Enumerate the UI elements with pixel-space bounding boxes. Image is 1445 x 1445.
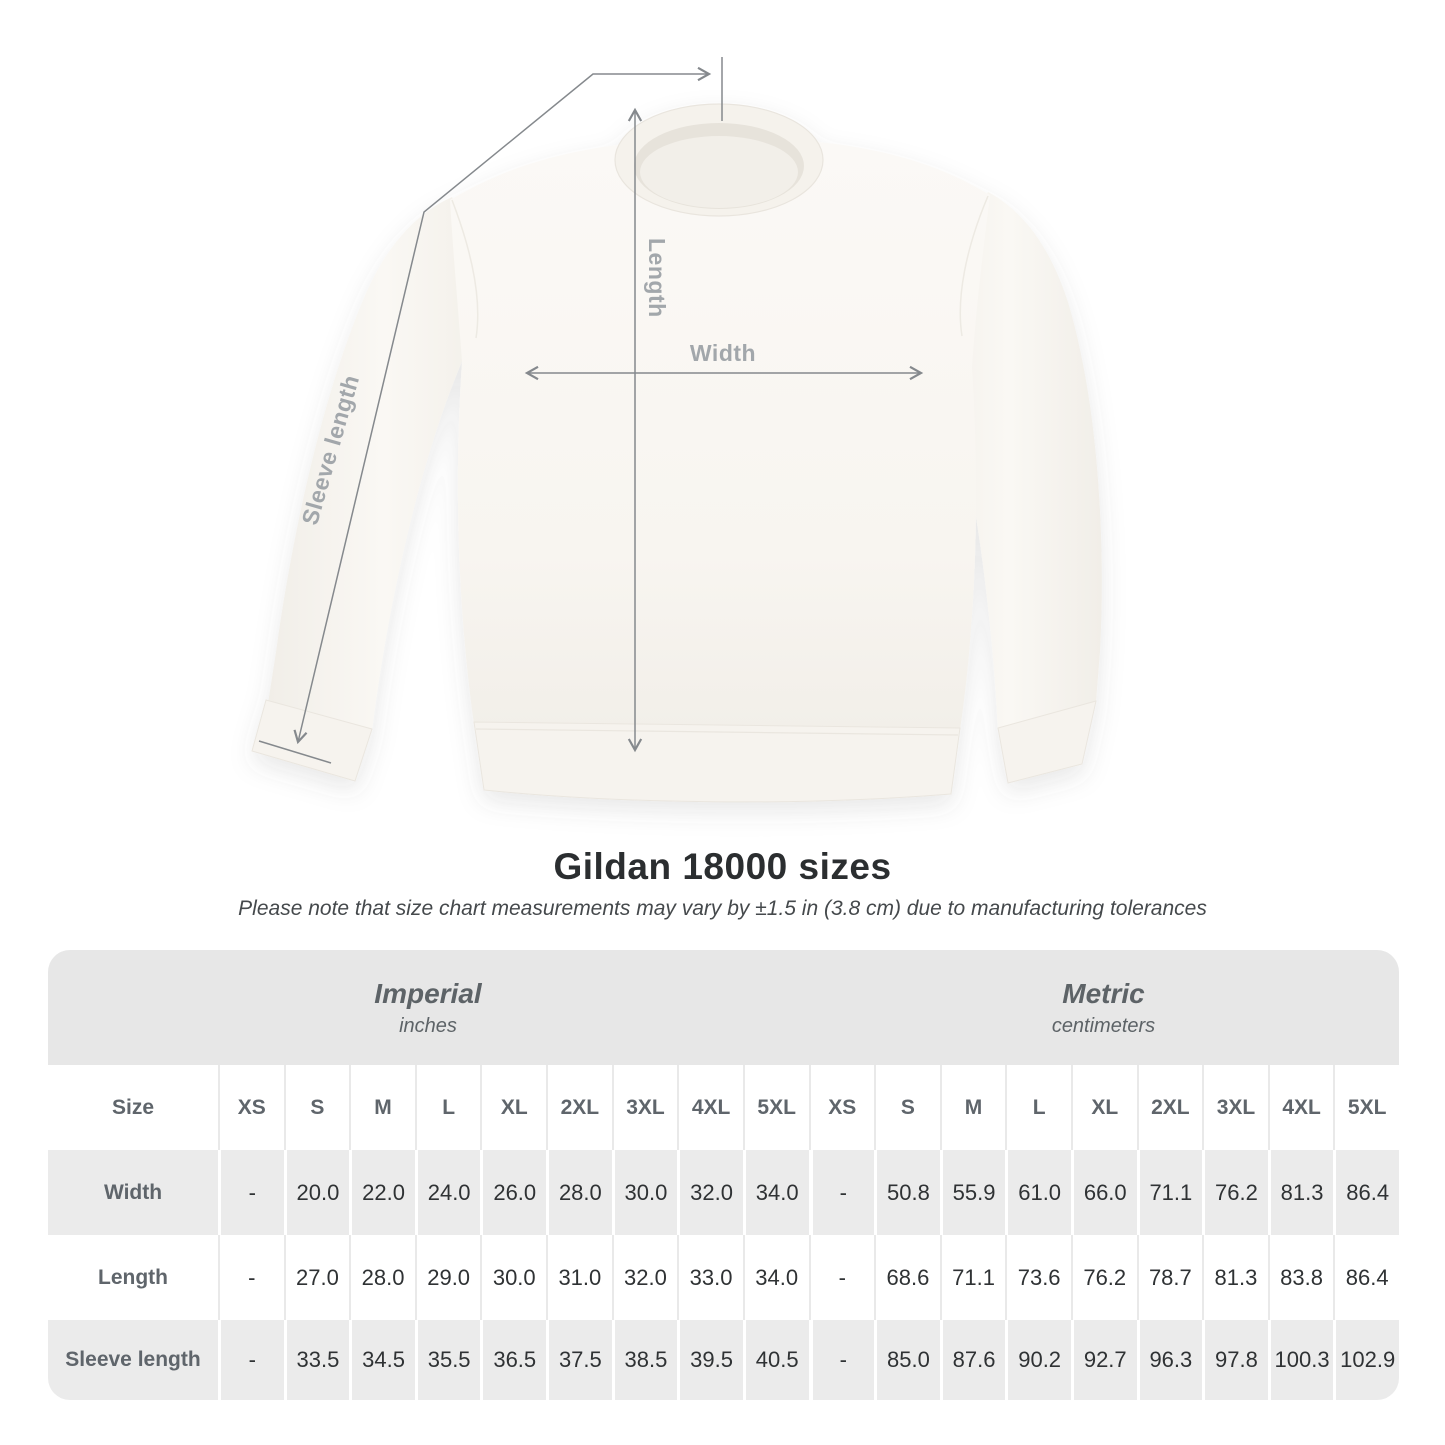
measurement-cell: 38.5 — [611, 1320, 678, 1400]
measurement-cell: 55.9 — [939, 1150, 1006, 1235]
measurement-cell: 71.1 — [1136, 1150, 1203, 1235]
size-col-header: M — [939, 1065, 1006, 1150]
measurement-cell: 40.5 — [742, 1320, 809, 1400]
sleeve-length-line — [293, 66, 712, 745]
measurement-cell: 34.0 — [742, 1150, 809, 1235]
sweatshirt-diagram: Length Width Sleeve length — [251, 57, 1102, 803]
measurement-cell: 87.6 — [939, 1320, 1006, 1400]
measurement-cell: 20.0 — [283, 1150, 350, 1235]
measurement-cell: - — [808, 1235, 875, 1320]
measurement-cell: - — [808, 1320, 875, 1400]
size-col-header: 5XL — [1333, 1065, 1399, 1150]
width-annotation-label: Width — [690, 340, 756, 366]
size-col-header: XS — [808, 1065, 875, 1150]
size-col-header: S — [283, 1065, 350, 1150]
measurement-cell: 26.0 — [480, 1150, 547, 1235]
measurement-cell: 30.0 — [611, 1150, 678, 1235]
measurement-cell: 100.3 — [1267, 1320, 1334, 1400]
measurement-cell: 33.5 — [283, 1320, 350, 1400]
length-row: Length - 27.0 28.0 29.0 30.0 31.0 32.0 3… — [48, 1235, 1399, 1320]
imperial-header: Imperial inches — [48, 950, 808, 1065]
measurement-cell: - — [218, 1320, 284, 1400]
imperial-label: Imperial — [374, 977, 482, 1009]
size-col-header: L — [1005, 1065, 1071, 1150]
size-col-header: XS — [218, 1065, 284, 1150]
sweatshirt-photo — [251, 103, 1102, 803]
measurement-cell: 33.0 — [677, 1235, 743, 1320]
measurement-cell: 68.6 — [874, 1235, 940, 1320]
measurement-cell: - — [218, 1235, 284, 1320]
measurement-cell: 78.7 — [1136, 1235, 1203, 1320]
measurement-cell: 50.8 — [874, 1150, 940, 1235]
metric-sublabel: centimeters — [1051, 1014, 1156, 1037]
measurement-cell: 81.3 — [1202, 1235, 1268, 1320]
measurement-cell: 83.8 — [1267, 1235, 1334, 1320]
measurement-cell: 102.9 — [1333, 1320, 1399, 1400]
measurement-cell: 81.3 — [1267, 1150, 1334, 1235]
measurement-cell: 66.0 — [1070, 1150, 1137, 1235]
measurement-cell: 97.8 — [1202, 1320, 1268, 1400]
size-col-header: 3XL — [611, 1065, 678, 1150]
metric-label: Metric — [1062, 977, 1145, 1009]
size-col-header: 3XL — [1202, 1065, 1268, 1150]
measurement-cell: 86.4 — [1333, 1150, 1399, 1235]
measurement-cell: 22.0 — [349, 1150, 415, 1235]
measurement-lines — [258, 57, 924, 764]
measurement-cell: 61.0 — [1005, 1150, 1071, 1235]
measurement-cell: 92.7 — [1070, 1320, 1137, 1400]
measurement-cell: 34.0 — [742, 1235, 809, 1320]
measurement-cell: 36.5 — [480, 1320, 547, 1400]
size-col-header: 4XL — [1267, 1065, 1334, 1150]
size-col-header: S — [874, 1065, 940, 1150]
size-col-header: 2XL — [546, 1065, 612, 1150]
measurement-cell: 86.4 — [1333, 1235, 1399, 1320]
measurement-cell: - — [808, 1150, 875, 1235]
measurement-cell: 30.0 — [480, 1235, 547, 1320]
sleeve-length-row: Sleeve length - 33.5 34.5 35.5 36.5 37.5… — [48, 1320, 1399, 1400]
unit-header-row: Imperial inches Metric centimeters — [48, 950, 1399, 1065]
size-col-header: M — [349, 1065, 415, 1150]
measurement-cell: 29.0 — [414, 1235, 481, 1320]
measurement-cell: 76.2 — [1202, 1150, 1268, 1235]
page-title: Gildan 18000 sizes — [553, 846, 892, 887]
measurement-cell: 28.0 — [546, 1150, 612, 1235]
size-header-row: Size XS S M L XL 2XL 3XL 4XL 5XL XS S M … — [48, 1065, 1399, 1150]
cuff-tick — [258, 740, 332, 764]
size-col-header: XL — [480, 1065, 547, 1150]
measurement-cell: 39.5 — [677, 1320, 743, 1400]
page-subtitle: Please note that size chart measurements… — [238, 897, 1207, 920]
measurement-cell: 28.0 — [349, 1235, 415, 1320]
measurement-cell: 32.0 — [677, 1150, 743, 1235]
measurement-cell: 73.6 — [1005, 1235, 1071, 1320]
measurement-cell: - — [218, 1150, 284, 1235]
length-annotation-label: Length — [644, 238, 670, 318]
measurement-cell: 76.2 — [1070, 1235, 1137, 1320]
measurement-cell: 34.5 — [349, 1320, 415, 1400]
measurement-cell: 32.0 — [611, 1235, 678, 1320]
measurement-cell: 71.1 — [939, 1235, 1006, 1320]
size-column-title: Size — [48, 1065, 218, 1150]
measurement-cell: 35.5 — [414, 1320, 481, 1400]
row-label: Length — [48, 1235, 218, 1320]
imperial-sublabel: inches — [399, 1014, 457, 1037]
metric-header: Metric centimeters — [808, 950, 1399, 1065]
measurement-cell: 85.0 — [874, 1320, 940, 1400]
size-table: Imperial inches Metric centimeters Size … — [48, 950, 1399, 1400]
measurement-cell: 31.0 — [546, 1235, 612, 1320]
row-label: Width — [48, 1150, 218, 1235]
size-col-header: 2XL — [1136, 1065, 1203, 1150]
size-col-header: 4XL — [677, 1065, 743, 1150]
size-col-header: XL — [1070, 1065, 1137, 1150]
measurement-cell: 90.2 — [1005, 1320, 1071, 1400]
row-label: Sleeve length — [48, 1320, 218, 1400]
size-col-header: L — [414, 1065, 481, 1150]
measurement-cell: 96.3 — [1136, 1320, 1203, 1400]
measurement-cell: 24.0 — [414, 1150, 481, 1235]
width-row: Width - 20.0 22.0 24.0 26.0 28.0 30.0 32… — [48, 1150, 1399, 1235]
measurement-cell: 37.5 — [546, 1320, 612, 1400]
size-col-header: 5XL — [742, 1065, 809, 1150]
measurement-cell: 27.0 — [283, 1235, 350, 1320]
